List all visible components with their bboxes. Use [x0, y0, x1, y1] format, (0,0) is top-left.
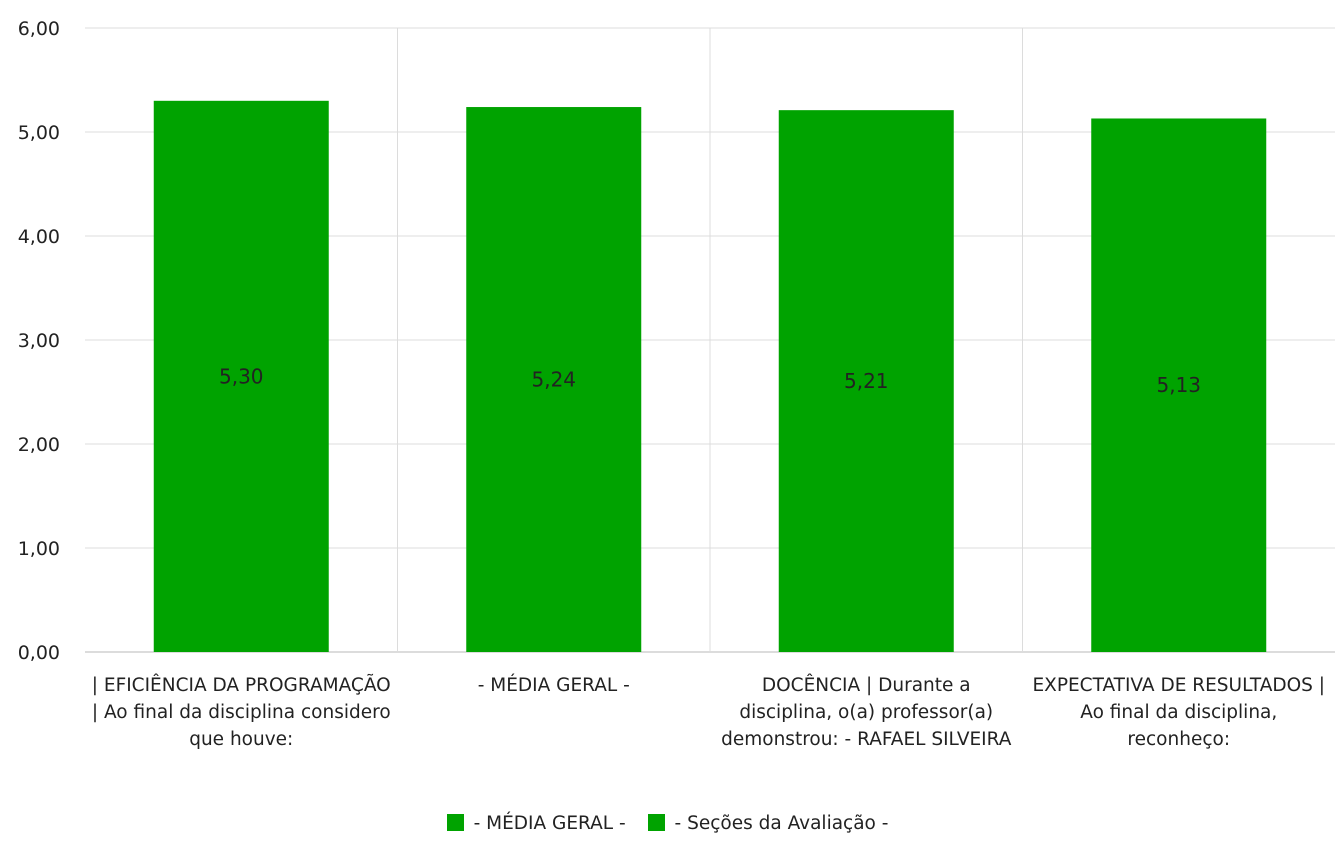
bar[interactable] [1091, 118, 1267, 653]
x-axis-label-1: | EFICIÊNCIA DA PROGRAMAÇÃO | Ao final d… [91, 675, 391, 750]
data-label: 5,24 [531, 368, 576, 392]
legend-swatch [446, 813, 464, 831]
data-label: 5,21 [844, 369, 889, 393]
bar[interactable] [153, 100, 329, 653]
y-tick-label: 3,00 [18, 330, 60, 352]
bar[interactable] [466, 107, 642, 653]
data-label: 5,30 [219, 364, 264, 388]
y-tick-label: 6,00 [18, 18, 60, 40]
bar[interactable] [778, 110, 954, 652]
bars [153, 100, 1267, 653]
legend-item-secoes[interactable]: - Seções da Avaliação - [647, 812, 889, 834]
data-label: 5,13 [1156, 373, 1201, 397]
y-tick-label: 4,00 [18, 226, 60, 248]
y-tick-label: 1,00 [18, 538, 60, 560]
legend-label: - MÉDIA GERAL - [473, 812, 626, 834]
x-axis-label-3: DOCÊNCIA | Durante a disciplina, o(a) pr… [721, 675, 1012, 750]
y-axis-ticks: 0,00 1,00 2,00 3,00 4,00 5,00 6,00 [18, 18, 60, 664]
y-tick-label: 0,00 [18, 642, 60, 664]
y-tick-label: 2,00 [18, 434, 60, 456]
y-tick-label: 5,00 [18, 122, 60, 144]
legend-label: - Seções da Avaliação - [674, 812, 889, 834]
x-axis-label-4: EXPECTATIVA DE RESULTADOS | Ao final da … [1032, 675, 1326, 750]
legend-item-media-geral[interactable]: - MÉDIA GERAL - [446, 812, 626, 834]
legend-swatch [647, 813, 665, 831]
x-axis-label-2: - MÉDIA GERAL - [477, 675, 630, 696]
legend: - MÉDIA GERAL - - Seções da Avaliação - [0, 812, 1335, 834]
data-labels: 5,30 5,24 5,21 5,13 [219, 364, 1201, 397]
